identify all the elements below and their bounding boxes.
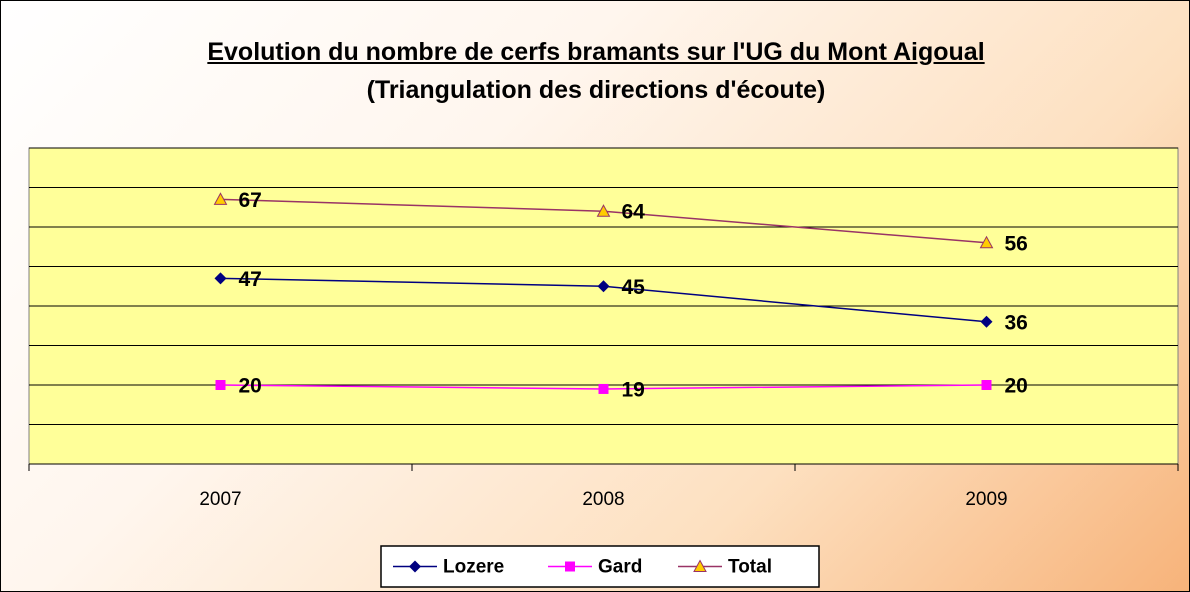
data-label: 45 (622, 276, 646, 299)
marker (565, 561, 575, 572)
x-tick-label: 2008 (582, 489, 624, 510)
x-tick-label: 2007 (199, 489, 241, 510)
data-label: 20 (1005, 375, 1028, 398)
data-label: 56 (1005, 232, 1028, 255)
marker (981, 380, 992, 390)
marker (979, 235, 994, 249)
marker (597, 280, 610, 293)
chart-title-block: Evolution du nombre de cerfs bramants su… (151, 33, 1041, 109)
legend-label: Lozere (443, 557, 504, 578)
chart-subtitle: (Triangulation des directions d'écoute) (366, 76, 826, 104)
marker (409, 560, 421, 573)
marker (215, 380, 226, 390)
legend: Lozere Gard Total (380, 545, 820, 588)
data-label: 47 (239, 268, 262, 291)
legend-label: Gard (598, 557, 642, 578)
data-label: 20 (239, 375, 262, 398)
data-label: 36 (1005, 311, 1028, 334)
data-label: 19 (622, 378, 645, 401)
marker (596, 204, 611, 217)
chart-title: Evolution du nombre de cerfs bramants su… (207, 38, 985, 66)
data-label: 64 (622, 201, 646, 224)
marker (598, 383, 609, 394)
legend-label: Total (728, 557, 772, 578)
legend-box (380, 545, 820, 588)
x-tick-label: 2009 (965, 489, 1007, 510)
marker (693, 559, 707, 572)
marker (214, 272, 227, 285)
data-label: 67 (239, 189, 262, 212)
marker (980, 315, 993, 328)
marker (213, 192, 228, 205)
